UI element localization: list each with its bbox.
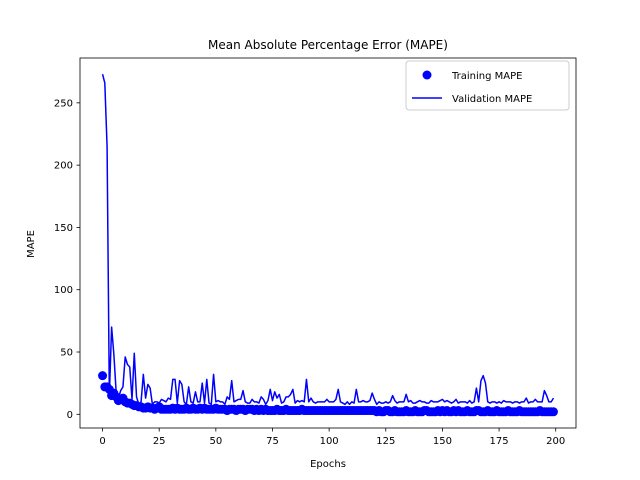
x-tick-label: 75 — [266, 436, 279, 447]
x-tick-label: 0 — [99, 436, 105, 447]
chart-title: Mean Absolute Percentage Error (MAPE) — [208, 38, 448, 52]
x-tick-label: 125 — [376, 436, 395, 447]
y-tick-label: 100 — [54, 285, 73, 296]
x-tick-label: 25 — [153, 436, 166, 447]
legend: Training MAPE Validation MAPE — [405, 60, 570, 111]
legend-frame — [405, 60, 570, 111]
x-tick-label: 150 — [433, 436, 452, 447]
legend-training-label: Training MAPE — [451, 71, 522, 82]
training-mape-point — [548, 407, 558, 417]
x-tick-label: 175 — [490, 436, 509, 447]
data-layer — [98, 74, 558, 417]
legend-validation-label: Validation MAPE — [452, 94, 532, 105]
legend-training-marker — [422, 70, 432, 80]
x-axis-label: Epochs — [310, 459, 346, 470]
plot-frame — [79, 57, 577, 429]
x-tick-label: 50 — [209, 436, 222, 447]
y-tick-label: 250 — [54, 98, 73, 109]
y-tick-label: 0 — [67, 410, 73, 421]
y-tick-label: 50 — [60, 348, 73, 359]
x-tick-label: 100 — [320, 436, 339, 447]
y-tick-label: 150 — [54, 223, 73, 234]
axes-layer: 0 25 50 75 100 125 150 175 200 0 50 100 150 200 250 — [54, 57, 577, 447]
validation-mape-line — [101, 74, 555, 406]
y-axis-label: MAPE — [26, 230, 37, 258]
y-tick-label: 200 — [54, 161, 73, 172]
training-mape-point — [98, 371, 108, 381]
x-tick-label: 200 — [546, 436, 565, 447]
